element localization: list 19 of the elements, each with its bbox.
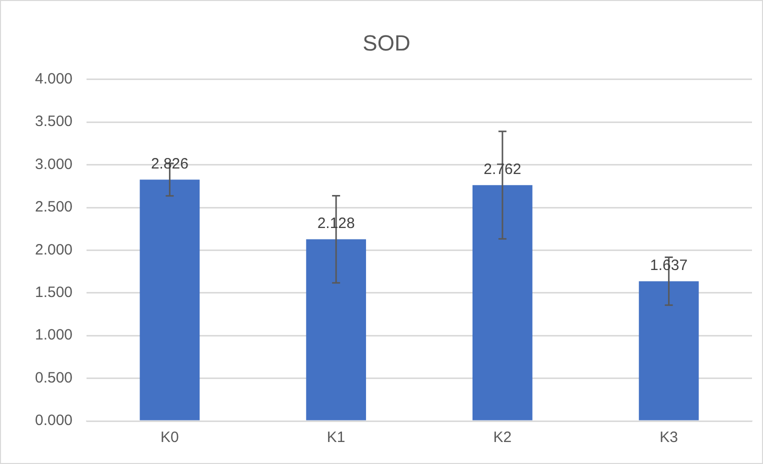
bar xyxy=(306,239,366,420)
y-tick-label: 0.000 xyxy=(34,412,73,430)
x-tick-label: K1 xyxy=(326,429,346,446)
bar xyxy=(638,281,699,420)
y-tick-label: 4.000 xyxy=(34,70,73,88)
y-tick-label: 1.000 xyxy=(34,326,73,344)
data-label: 2.826 xyxy=(150,155,188,172)
y-tick-label: 2.000 xyxy=(34,241,73,258)
y-tick-label: 1.500 xyxy=(34,284,73,302)
bar xyxy=(472,185,532,420)
y-tick-label: 3.500 xyxy=(34,113,73,130)
x-tick-label: K2 xyxy=(493,429,512,446)
x-tick-label: K0 xyxy=(160,429,179,446)
y-tick-label: 2.500 xyxy=(34,198,73,216)
bar xyxy=(140,180,200,420)
y-tick-label: 3.000 xyxy=(34,156,73,173)
x-tick-label: K3 xyxy=(660,429,678,446)
chart-title: SOD xyxy=(362,30,410,56)
y-tick-label: 0.500 xyxy=(34,369,73,386)
